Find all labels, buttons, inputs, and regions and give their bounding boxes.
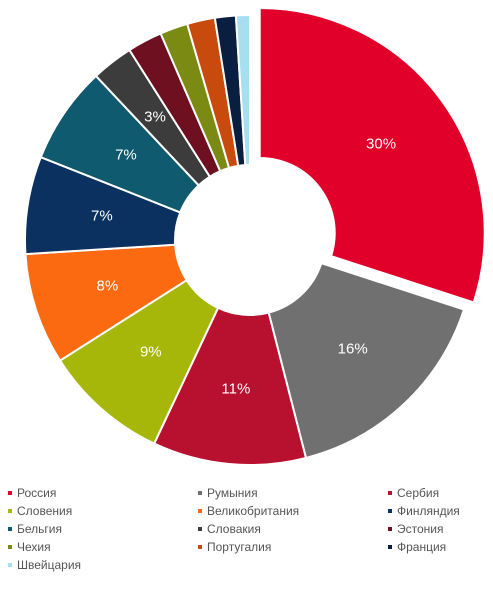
legend-marker (388, 527, 392, 531)
legend-item: Португалия (198, 540, 271, 554)
legend-marker (198, 545, 202, 549)
slice-label-8: 3% (144, 108, 166, 125)
legend-label: Бельгия (17, 522, 62, 536)
legend-label: Румыния (207, 486, 258, 500)
slice-label-1: 30% (366, 136, 396, 153)
legend-label: Чехия (17, 540, 51, 554)
legend-label: Сербия (397, 486, 440, 500)
legend-item: Швейцария (8, 558, 81, 572)
slice-label-6: 7% (91, 208, 113, 225)
legend-marker (198, 509, 202, 513)
legend-label: Великобритания (207, 504, 300, 518)
legend-marker (8, 545, 12, 549)
slice-label-4: 9% (140, 343, 162, 360)
legend-marker (388, 491, 392, 495)
legend-label: Словакия (207, 522, 261, 536)
legend-marker (198, 491, 202, 495)
legend-marker (388, 509, 392, 513)
legend-label: Франция (397, 540, 447, 554)
legend-label: Эстония (397, 522, 444, 536)
legend-item: Бельгия (8, 522, 62, 536)
slice-label-3: 11% (221, 380, 250, 397)
legend-marker (8, 563, 12, 567)
slice-2 (267, 261, 466, 460)
legend-item: Россия (8, 486, 56, 500)
legend-item: Великобритания (198, 504, 299, 518)
slices-group (24, 6, 486, 466)
slice-3 (152, 306, 308, 466)
legend-item: Чехия (8, 540, 51, 554)
legend-item: Словакия (198, 522, 261, 536)
legend-marker (8, 509, 12, 513)
legend-item: Франция (388, 540, 446, 554)
legend-label: Финляндия (397, 504, 460, 518)
legend-marker (198, 527, 202, 531)
legend-label: Россия (17, 486, 57, 500)
legend-item: Сербия (388, 486, 439, 500)
legend-label: Португалия (207, 540, 272, 554)
slice-1 (258, 6, 486, 304)
legend-marker (8, 527, 12, 531)
legend-marker (388, 545, 392, 549)
legend-item: Румыния (198, 486, 258, 500)
slice-4 (58, 278, 220, 445)
slice-label-5: 8% (96, 277, 118, 294)
legend-item: Эстония (388, 522, 444, 536)
slice-label-2: 16% (338, 340, 368, 357)
legend-item: Финляндия (388, 504, 460, 518)
slice-13 (234, 13, 251, 167)
legend-label: Швейцария (17, 558, 82, 572)
legend-marker (8, 491, 12, 495)
donut-chart: 30% 16% 11% 9% 8% 7% 7% 3% (24, 6, 486, 466)
slice-label-7: 7% (115, 147, 137, 164)
labels-group: 30% 16% 11% 9% 8% 7% 7% 3% (91, 108, 396, 397)
legend-label: Словения (17, 504, 73, 518)
legend-item: Словения (8, 504, 72, 518)
